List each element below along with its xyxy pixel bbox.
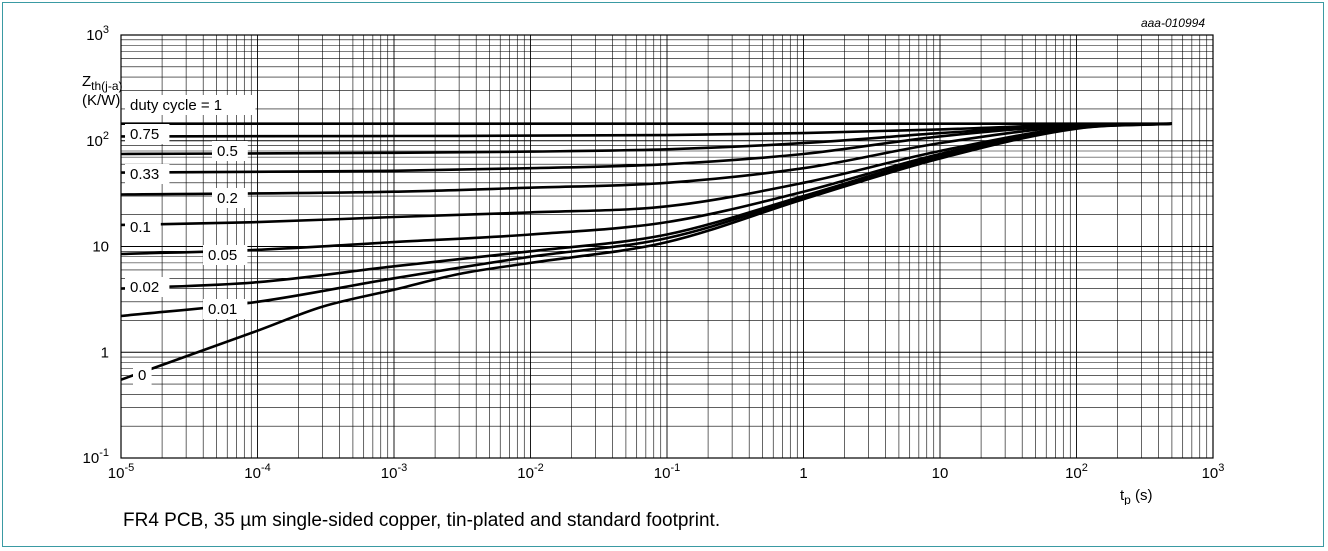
y-axis-label: Zth(j-a): [82, 73, 123, 93]
curve-label: 0: [138, 367, 146, 384]
curve-label: 0.75: [130, 126, 159, 143]
curve-label: 0.01: [208, 301, 237, 318]
curve-label: duty cycle = 1: [130, 97, 222, 114]
x-tick-label: 10-2: [517, 462, 543, 482]
curve-label: 0.33: [130, 166, 159, 183]
curve-label: 0.05: [208, 247, 237, 264]
curve-label-bg: [212, 188, 248, 208]
series-line: [120, 122, 1172, 196]
x-tick-label: 10-5: [108, 462, 134, 482]
curve-label-bg: [125, 95, 256, 115]
x-tick-label: 10-4: [244, 462, 270, 482]
y-tick-label: 10-1: [83, 447, 109, 467]
y-axis-unit: (K/W): [82, 92, 120, 109]
series-line: [120, 122, 1172, 290]
curve-label-bg: [125, 164, 170, 184]
series-line: [120, 122, 1172, 256]
y-tick-label: 103: [86, 24, 109, 44]
chart: 10-5 10-4 10-3 10-2 10-1 1 10 102 103 10-1 1 10 102 1…: [82, 16, 1225, 505]
curve-label: 0.02: [130, 279, 159, 296]
curve-label-bg: [203, 299, 248, 319]
x-tick-label: 10-3: [381, 462, 407, 482]
curve-label-bg: [125, 217, 161, 237]
curve-label-bg: [203, 245, 248, 265]
x-axis-label: tp (s): [1120, 487, 1153, 505]
x-tick-label: 10-1: [654, 462, 680, 482]
curve-label-bg: [212, 141, 248, 161]
x-tick-label: 103: [1202, 462, 1225, 482]
series-line: [120, 122, 1172, 174]
chart-caption: FR4 PCB, 35 µm single-sided copper, tin-…: [123, 510, 721, 531]
y-tick-label: 102: [86, 130, 109, 150]
x-tick-label: 10: [932, 465, 949, 482]
x-tick-label: 102: [1065, 462, 1088, 482]
curve-label: 0.5: [217, 143, 238, 160]
curve-label-bg: [133, 365, 152, 385]
series-line: [120, 122, 1172, 227]
series-line: [120, 122, 1172, 381]
figure-code: aaa-010994: [1141, 16, 1205, 30]
curve-label-bg: [125, 124, 170, 144]
curve-label: 0.1: [130, 219, 151, 236]
y-tick-label: 10: [92, 239, 109, 256]
curve-label: 0.2: [217, 190, 238, 207]
x-tick-label: 1: [799, 465, 807, 482]
curve-label-bg: [125, 277, 170, 297]
plot-area-border: [120, 34, 1214, 459]
y-tick-label: 1: [101, 344, 109, 361]
